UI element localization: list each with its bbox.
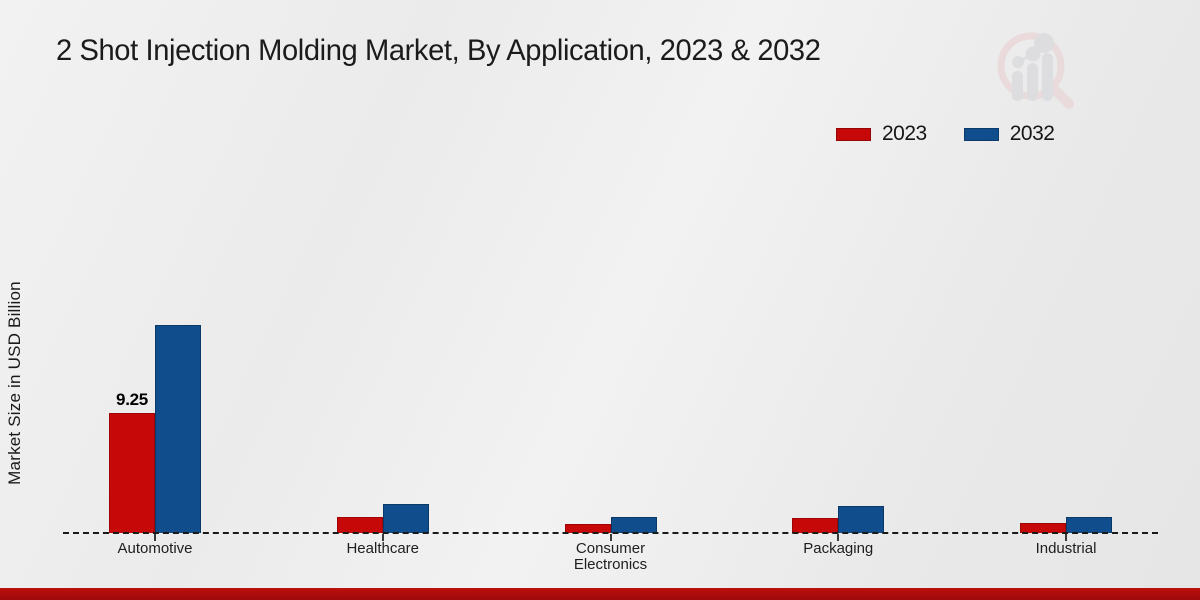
footer-accent-bar [0,588,1200,600]
legend-label-2032: 2032 [1009,122,1055,145]
legend-label-2023: 2023 [882,122,927,145]
bar-2023-consumer-electronics [564,524,611,533]
legend-swatch-2032 [963,127,999,141]
category-label-industrial: Industrial [1035,540,1097,557]
bar-2023-industrial [1020,523,1066,533]
y-axis-label: Market Size in USD Billion [5,281,24,485]
bar-2032-automotive [155,325,201,533]
legend-item-2023: 2023 [836,122,927,146]
magnifier-bar-chart-logo-icon [997,32,1074,109]
plot-area: Automotive Healthcare Consumer Electronics… [63,301,1158,573]
x-axis-tick-industrial [1065,534,1067,541]
bar-2023-healthcare [336,517,383,533]
x-axis-tick-healthcare [381,534,384,541]
brand-watermark [993,27,1090,114]
chart-title: 2 Shot Injection Molding Market, By Appl… [56,34,821,67]
bar-2032-packaging [838,506,885,533]
x-axis-tick-consumer-electronics [609,534,612,541]
category-label-packaging: Packaging [803,540,874,557]
bar-value-label-2023: 9.25 [116,389,148,409]
bar-2032-consumer-electronics [610,517,657,533]
x-axis-line [63,532,1158,534]
bar-2032-industrial [1066,517,1112,533]
bar-2023-packaging [792,518,839,533]
category-label-consumer-electronics: Consumer Electronics [573,540,648,573]
legend-item-2032: 2032 [963,122,1055,146]
bar-2032-healthcare [382,504,429,533]
category-label-automotive: Automotive [117,540,193,557]
bar-2023-automotive [109,413,155,533]
legend-swatch-2023 [836,127,871,141]
category-label-healthcare: Healthcare [346,540,420,557]
legend: 2023 2032 [836,122,1055,146]
x-axis-tick-automotive [154,534,156,541]
x-axis-tick-packaging [837,534,840,541]
